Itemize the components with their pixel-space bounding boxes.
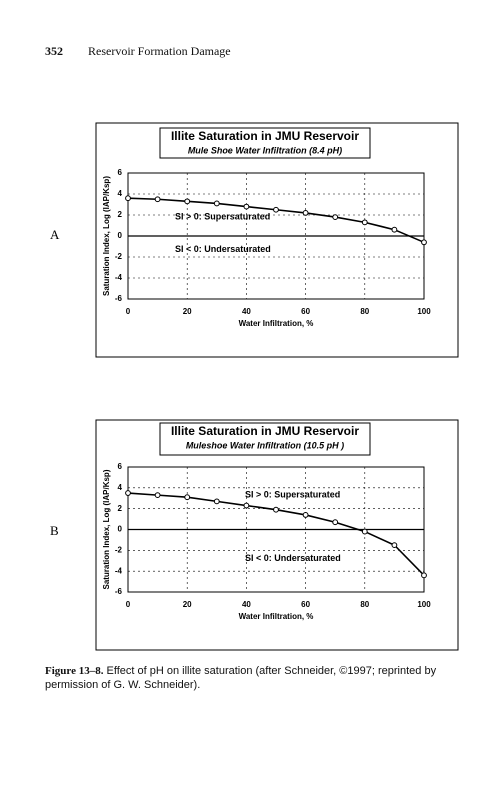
y-tick-label: -2 <box>115 252 123 261</box>
x-tick-label: 20 <box>183 600 192 609</box>
data-point <box>421 239 427 246</box>
data-point <box>184 198 191 205</box>
panel-label: B <box>50 523 59 538</box>
y-tick-label: 4 <box>118 483 123 492</box>
data-point <box>184 494 191 501</box>
panel-label: A <box>50 227 60 242</box>
chart-title: Illite Saturation in JMU Reservoir <box>171 424 359 438</box>
data-point <box>125 195 131 202</box>
data-point <box>332 214 339 221</box>
chart-subtitle: Muleshoe Water Infiltration (10.5 pH ) <box>186 440 344 450</box>
data-point <box>302 512 309 518</box>
data-point <box>332 519 339 526</box>
data-point <box>154 196 161 203</box>
caption-text: Effect of pH on illite saturation (after… <box>45 665 437 691</box>
annotation: SI > 0: Supersaturated <box>175 211 270 221</box>
title-box <box>159 422 371 456</box>
figure-caption: Figure 13–8. Effect of pH on illite satu… <box>45 664 465 692</box>
y-axis-label: Saturation Index, Log (IAP/Ksp) <box>102 469 111 589</box>
data-point <box>273 206 279 213</box>
chart-subtitle: Mule Shoe Water Infiltration (8.4 pH) <box>188 145 342 155</box>
data-point <box>302 210 309 216</box>
y-axis-label: Saturation Index, Log (IAP/Ksp) <box>102 176 111 296</box>
figure-number: Figure 13–8. <box>45 665 104 677</box>
data-point <box>361 528 368 535</box>
y-tick-label: 2 <box>118 504 123 513</box>
y-tick-label: 6 <box>118 168 123 177</box>
x-tick-label: 40 <box>242 307 251 316</box>
data-point <box>125 490 131 496</box>
data-point <box>391 226 398 233</box>
data-point <box>421 572 427 579</box>
y-tick-label: 2 <box>118 210 123 219</box>
data-point <box>213 200 220 207</box>
data-point <box>154 492 161 499</box>
data-point <box>273 506 279 513</box>
page-number: 352 <box>45 44 63 58</box>
x-tick-label: 60 <box>301 600 310 609</box>
y-tick-label: 0 <box>118 231 123 240</box>
x-tick-label: 60 <box>301 307 310 316</box>
chart-frame <box>95 419 459 651</box>
y-tick-label: -4 <box>115 273 123 282</box>
x-axis-label: Water Infiltration, % <box>239 612 314 621</box>
y-tick-label: -6 <box>115 294 123 303</box>
x-tick-label: 100 <box>417 307 431 316</box>
x-tick-label: 80 <box>360 307 369 316</box>
running-head: Reservoir Formation Damage <box>88 44 231 58</box>
data-point <box>361 219 368 226</box>
y-tick-label: 4 <box>118 189 123 198</box>
annotation: SI < 0: Undersaturated <box>245 553 341 563</box>
y-tick-label: -2 <box>115 545 123 554</box>
x-tick-label: 0 <box>126 307 131 316</box>
chart-title: Illite Saturation in JMU Reservoir <box>171 129 359 143</box>
annotation: SI < 0: Undersaturated <box>175 244 271 254</box>
x-axis-label: Water Infiltration, % <box>239 319 314 328</box>
data-point <box>391 542 398 549</box>
chart-frame <box>95 122 459 358</box>
y-tick-label: 0 <box>118 525 123 534</box>
data-point <box>243 203 250 210</box>
y-tick-label: 6 <box>118 462 123 471</box>
data-point <box>213 498 220 505</box>
y-tick-label: -6 <box>115 587 123 596</box>
x-tick-label: 40 <box>242 600 251 609</box>
title-box <box>159 127 371 159</box>
data-point <box>243 502 250 509</box>
x-tick-label: 0 <box>126 600 131 609</box>
x-tick-label: 20 <box>183 307 192 316</box>
x-tick-label: 100 <box>417 600 431 609</box>
y-tick-label: -4 <box>115 566 123 575</box>
x-tick-label: 80 <box>360 600 369 609</box>
annotation: SI > 0: Supersaturated <box>245 490 340 500</box>
